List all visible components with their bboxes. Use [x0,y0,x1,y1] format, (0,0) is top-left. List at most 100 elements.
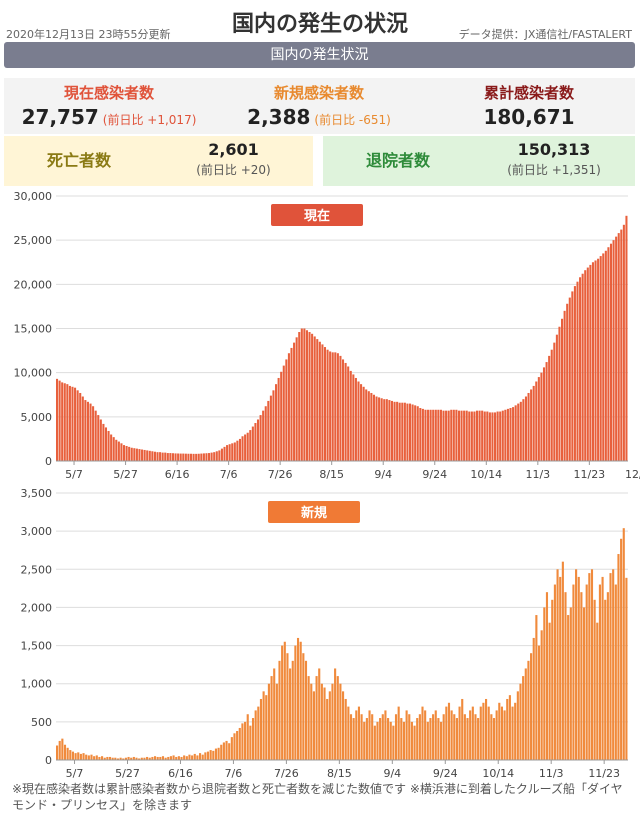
current-xtick-label: 8/15 [319,468,344,480]
new-bar [116,758,120,760]
current-bar [429,409,432,461]
new-bar [537,645,541,760]
new-bar [379,718,382,760]
current-bar [589,264,592,461]
new-bar [188,754,191,760]
current-bar [424,409,427,461]
new-bar [559,576,562,760]
current-bar [411,404,414,461]
current-bar [323,347,327,461]
new-bar [516,691,519,760]
current-bar [401,402,404,461]
current-bar [465,410,468,461]
new-bar [336,676,339,760]
new-ytick-label: 2,000 [21,601,53,614]
new-cases-chart: 0 500 1,000 1,500 2,000 2,500 3,000 3,500 5/7 5/2… [21,487,628,780]
current-bar [179,453,182,461]
current-bar [210,452,213,461]
new-bar [169,756,172,760]
new-bar [61,738,64,760]
current-bar [530,389,533,461]
new-bar [254,710,257,760]
new-bar [130,757,133,760]
current-bar [581,273,584,461]
new-bar [522,676,525,760]
new-bar [416,718,419,760]
new-bar [127,756,130,760]
new-bar [357,706,361,760]
new-bar [164,757,167,760]
new-bar [442,714,445,760]
current-bar [71,386,74,461]
current-bar [272,390,275,461]
current-bar [275,384,278,461]
current-bar [262,410,265,461]
new-bar [381,714,384,760]
new-bar [299,641,302,760]
current-bar [573,286,576,461]
current-bar [347,366,350,461]
new-bar [159,756,162,760]
current-bar [599,256,602,461]
current-bar [151,451,154,461]
current-bar [427,409,430,461]
new-bar [445,706,448,760]
new-bar [469,710,472,760]
current-bar [220,448,223,461]
current-bar [66,384,69,461]
new-bar [466,718,469,760]
current-bar [408,403,412,461]
new-bar [575,569,578,760]
current-xtick-label: 12/13 [625,468,640,480]
current-bar [130,447,133,461]
new-bar [567,615,570,760]
new-bar [614,584,617,760]
new-bar [424,710,427,760]
current-bar [486,411,489,461]
current-bar [594,260,597,461]
new-bar [180,756,183,760]
new-bar [77,752,80,760]
current-bar [61,382,64,461]
current-bar [416,406,419,461]
stat-new-label: 新規感染者数 [273,84,364,102]
new-bar [471,706,474,760]
new-bar [548,622,551,760]
new-ytick-label: 500 [31,716,52,729]
current-ytick-label: 5,000 [21,411,53,424]
current-bar [602,253,605,461]
new-bar [214,748,218,760]
update-timestamp: 2020年12月13日 23時55分更新 [6,28,171,41]
new-bar [439,721,443,760]
new-bar [371,714,374,760]
current-bar [380,398,383,461]
new-bar [543,607,546,760]
new-bar [230,737,233,760]
current-bar [241,436,244,461]
current-bar [517,403,520,461]
new-bar [429,718,432,760]
new-bar [479,706,482,760]
new-bar [492,718,496,760]
current-bar [568,297,571,461]
new-bar [450,710,453,760]
current-bar [403,402,406,461]
current-ytick-label: 20,000 [14,278,53,291]
new-bar [506,698,509,760]
current-bar [437,409,440,461]
new-bar [590,569,594,760]
current-bar [481,410,484,461]
new-xtick-label: 5/7 [66,767,84,780]
new-bar [249,725,252,760]
current-bar [79,392,82,461]
new-bar [392,725,395,760]
new-bar [318,668,321,760]
new-bar [606,592,609,760]
new-bar [339,683,342,760]
current-bar [625,215,628,461]
new-bar [328,691,331,760]
current-xtick-label: 5/7 [65,468,83,480]
new-bar [572,584,575,760]
current-xtick-label: 7/6 [220,468,238,480]
new-bar [66,747,69,760]
